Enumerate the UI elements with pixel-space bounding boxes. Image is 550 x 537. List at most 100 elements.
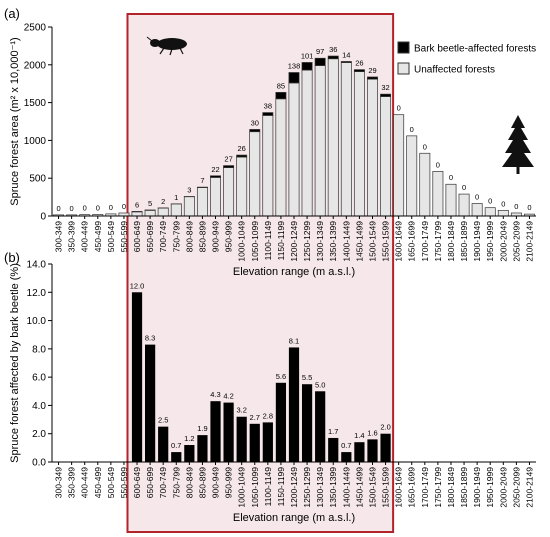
panel-b-y-axis-label: Spruce forest affected by bark beetle (%… xyxy=(9,263,21,463)
x-tick-label: 750-799 xyxy=(171,221,181,252)
panel-b-bars xyxy=(131,292,391,462)
bar-unaffected xyxy=(327,58,339,217)
x-tick-label: 1350-1399 xyxy=(328,221,338,262)
data-label: 0 xyxy=(109,203,113,212)
x-tick-label: 1050-1099 xyxy=(250,467,260,508)
bar-affected xyxy=(328,437,339,462)
data-label: 22 xyxy=(211,165,219,174)
bar-unaffected xyxy=(340,62,352,217)
bar-unaffected xyxy=(275,98,287,217)
data-label: 0 xyxy=(475,193,479,202)
bar-affected xyxy=(301,62,313,71)
bar-unaffected xyxy=(406,135,418,217)
panel-b-chart: (b) Spruce forest affected by bark beetl… xyxy=(4,250,536,524)
bar-affected xyxy=(288,72,300,84)
data-label: 30 xyxy=(251,118,259,127)
bar-affected xyxy=(210,175,221,178)
data-label: 27 xyxy=(224,155,232,164)
data-label: 1.9 xyxy=(197,424,207,433)
bar-unaffected xyxy=(353,71,365,217)
bar-unaffected xyxy=(432,171,444,217)
x-tick-label: 400-449 xyxy=(80,221,90,252)
bar-affected xyxy=(262,112,274,116)
x-tick-label: 1400-1449 xyxy=(341,221,351,262)
data-label: 26 xyxy=(238,144,246,153)
bar-unaffected xyxy=(144,209,156,217)
bar-affected xyxy=(236,154,248,158)
x-tick-label: 1100-1149 xyxy=(263,221,273,261)
bar-affected xyxy=(367,76,378,80)
x-tick-label: 1650-1699 xyxy=(407,221,417,262)
data-label: 1.6 xyxy=(367,428,377,437)
x-tick-label: 1150-1199 xyxy=(276,467,286,507)
y-tick-label: 10.0 xyxy=(27,316,47,327)
data-label: 0 xyxy=(96,203,100,212)
bar-unaffected xyxy=(210,177,221,217)
data-label: 29 xyxy=(368,66,376,75)
x-tick-label: 2100-2149 xyxy=(524,467,534,508)
bar-unaffected xyxy=(223,167,235,217)
x-tick-label: 2000-2049 xyxy=(498,467,508,508)
data-label: 0 xyxy=(397,104,401,113)
x-tick-label: 1850-1899 xyxy=(459,221,469,262)
data-label: 1.4 xyxy=(354,431,364,440)
bar-affected xyxy=(145,344,156,462)
bar-unaffected xyxy=(314,65,326,217)
data-label: 2.8 xyxy=(263,411,273,420)
y-tick-label: 500 xyxy=(29,174,46,185)
x-tick-label: 300-349 xyxy=(54,467,64,498)
bar-unaffected xyxy=(249,131,261,217)
data-label: 8.1 xyxy=(289,336,299,345)
data-label: 0 xyxy=(527,203,531,212)
legend-label-affected: Bark beetle-affected forests xyxy=(414,44,536,55)
bar-unaffected xyxy=(367,78,378,217)
x-tick-label: 1350-1399 xyxy=(328,467,338,508)
bar-affected xyxy=(315,391,326,462)
data-label: 26 xyxy=(355,59,363,68)
data-label: 0.7 xyxy=(171,441,181,450)
x-tick-label: 1500-1549 xyxy=(367,221,377,262)
y-tick-label: 4.0 xyxy=(32,401,46,412)
bar-unaffected xyxy=(170,203,182,217)
x-tick-label: 350-399 xyxy=(67,221,77,252)
bar-affected xyxy=(354,442,365,462)
x-tick-label: 1200-1249 xyxy=(289,467,299,508)
bar-unaffected xyxy=(131,211,143,217)
bar-unaffected xyxy=(262,115,274,217)
y-tick-label: 6.0 xyxy=(32,373,46,384)
x-tick-label: 1400-1449 xyxy=(341,467,351,508)
legend: Bark beetle-affected forests Unaffected … xyxy=(397,41,536,76)
x-tick-label: 1200-1249 xyxy=(289,221,299,262)
data-label: 1.7 xyxy=(328,427,338,436)
bar-affected xyxy=(197,435,208,462)
x-tick-label: 1500-1549 xyxy=(367,467,377,508)
legend-swatch-unaffected xyxy=(397,62,410,75)
data-label: 6 xyxy=(135,200,139,209)
panel-a-x-axis-label: Elevation range (m a.s.l.) xyxy=(233,266,355,278)
x-tick-label: 1750-1799 xyxy=(433,467,443,508)
x-tick-label: 900-949 xyxy=(211,221,221,252)
data-label: 138 xyxy=(288,62,301,71)
panel-b-y-ticks: 0.0 2.0 4.0 6.0 8.0 10.0 12.0 14.0 xyxy=(27,260,52,469)
spruce-tree-icon xyxy=(502,115,534,174)
bar-affected xyxy=(353,69,365,72)
legend-label-unaffected: Unaffected forests xyxy=(414,65,495,76)
bar-unaffected xyxy=(183,196,195,217)
x-tick-label: 1550-1599 xyxy=(381,467,391,508)
x-tick-label: 1050-1099 xyxy=(250,221,260,262)
panel-a-bars xyxy=(53,55,535,217)
bar-affected xyxy=(131,292,143,462)
panel-b-label: (b) xyxy=(4,250,20,265)
data-label: 0 xyxy=(462,183,466,192)
bar-affected xyxy=(275,382,287,462)
x-tick-label: 2000-2049 xyxy=(498,221,508,262)
y-tick-label: 2000 xyxy=(24,60,47,71)
panel-b-data-labels: 12.08.32.50.71.21.94.3 4.23.22.7 2.85.68.1… xyxy=(130,281,391,450)
x-tick-label: 300-349 xyxy=(54,221,64,252)
bar-affected xyxy=(210,401,221,462)
bar-affected xyxy=(158,426,169,462)
data-label: 2 xyxy=(161,197,165,206)
x-tick-label: 550-599 xyxy=(119,467,129,498)
data-label: 0 xyxy=(423,142,427,151)
